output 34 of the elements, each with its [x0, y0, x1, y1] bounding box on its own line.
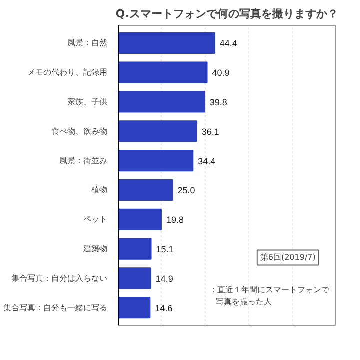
bar [118, 297, 151, 319]
y-tick-label: ペット [84, 215, 108, 224]
data-label: 36.1 [202, 126, 220, 137]
data-label: 15.1 [156, 244, 174, 255]
y-tick-label: 植物 [92, 186, 108, 195]
data-label: 40.9 [212, 68, 230, 78]
data-label: 44.4 [220, 38, 238, 49]
data-label: 25.0 [178, 186, 196, 196]
bar [118, 208, 162, 230]
y-tick-label: 家族、子供 [68, 97, 108, 106]
data-label: 14.9 [156, 274, 174, 284]
y-tick-label: 風景：街並み [60, 156, 108, 166]
y-tick-label: メモの代わり、記録用 [28, 68, 108, 78]
y-tick-label: 集合写真：自分も一緒に写る [4, 303, 108, 312]
bar [118, 238, 152, 260]
data-label: 19.8 [166, 215, 184, 226]
y-tick-label: 風景：自然 [68, 38, 108, 48]
chart-title: Q.スマートフォンで何の写真を撮りますか？ [116, 8, 338, 20]
annotation: 写真を撮った人 [216, 297, 272, 306]
y-tick-label: 集合写真：自分は入らない [12, 274, 108, 283]
bar [118, 120, 198, 142]
y-tick-label: 食べ物、飲み物 [52, 126, 108, 136]
bar [118, 91, 206, 113]
y-tick-label: 建築物 [82, 244, 108, 254]
bar [118, 62, 208, 84]
data-label: 34.4 [198, 156, 216, 166]
data-label: 39.8 [210, 97, 228, 108]
data-label: 14.6 [155, 303, 173, 314]
annotation: ：直近１年間にスマートフォンで [210, 286, 331, 295]
bar [118, 268, 152, 290]
bar [118, 179, 174, 201]
bar [118, 150, 194, 172]
annotation: 第6回(2019/7) [260, 253, 316, 262]
bar [118, 32, 216, 54]
